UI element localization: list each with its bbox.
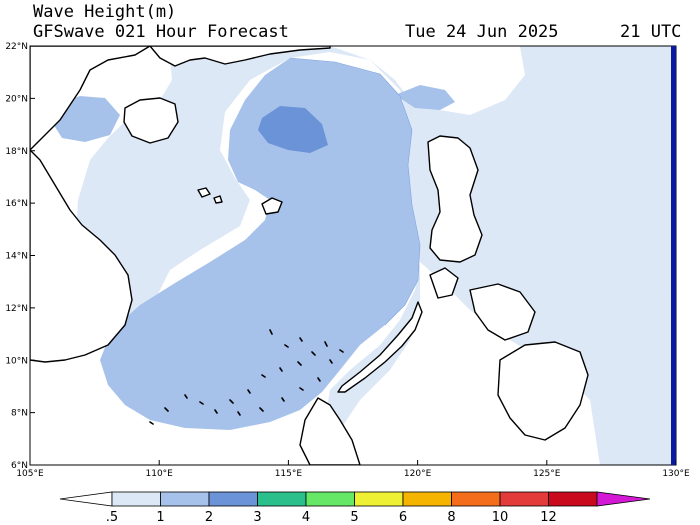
colorbar-label: 1	[156, 510, 164, 525]
colorbar-max-arrow	[596, 491, 651, 507]
lon-tick-label: 110°E	[146, 469, 174, 479]
longitude-axis: 105°E 110°E 115°E 120°E 125°E 130°E	[16, 460, 690, 479]
lat-tick-label: 16°N	[5, 199, 28, 209]
colorbar-label: .5	[106, 510, 118, 525]
lat-tick-label: 8°N	[11, 409, 28, 419]
lon-tick-label: 105°E	[16, 469, 44, 479]
colorbar-segment	[160, 491, 210, 507]
lon-tick-label: 115°E	[275, 469, 303, 479]
wave-band-1-2m-pacific	[520, 46, 676, 300]
forecast-date: Tue 24 Jun 2025	[405, 22, 559, 42]
calm-sea-north	[330, 46, 525, 115]
chart-subtitle: GFSwave 021 Hour Forecast	[33, 22, 289, 42]
colorbar-label: 12	[540, 510, 557, 525]
lat-tick-label: 20°N	[5, 94, 28, 104]
colorbar-label: 10	[492, 510, 509, 525]
lat-tick-label: 12°N	[5, 304, 28, 314]
colorbar-segment	[402, 491, 452, 507]
lat-tick-label: 10°N	[5, 356, 28, 366]
right-edge-bar	[671, 46, 676, 465]
colorbar-segment	[111, 491, 161, 507]
land-palawan	[337, 301, 423, 393]
chart-title: Wave Height(m)	[33, 2, 177, 22]
wave-contours	[289, 57, 421, 326]
land-mindoro	[429, 267, 459, 299]
colorbar: .5 1 2 3 4 5 6 8 10 12	[59, 491, 651, 525]
latitude-axis: 6°N 8°N 10°N 12°N 14°N 16°N 18°N 20°N 22°N	[5, 42, 35, 471]
colorbar-segment	[451, 491, 501, 507]
colorbar-segment	[305, 491, 355, 507]
land-mindanao	[497, 341, 589, 441]
colorbar-segment	[499, 491, 549, 507]
colorbar-label: 4	[302, 510, 310, 525]
colorbar-segment	[257, 491, 307, 507]
lon-tick-label: 125°E	[533, 469, 561, 479]
land-borneo	[299, 397, 361, 465]
land-luzon	[427, 135, 483, 263]
colorbar-label: 6	[399, 510, 407, 525]
colorbar-label: 5	[350, 510, 358, 525]
land-reef-1	[261, 197, 283, 215]
lon-tick-label: 120°E	[404, 469, 432, 479]
colorbar-label: 2	[205, 510, 213, 525]
wave-band-1-2m	[100, 58, 420, 430]
lat-tick-label: 22°N	[5, 42, 28, 52]
land-indochina	[30, 46, 151, 363]
lat-tick-label: 6°N	[11, 461, 28, 471]
colorbar-segment	[354, 491, 404, 507]
colorbar-min-arrow	[59, 491, 113, 507]
land-paracel	[197, 187, 223, 204]
forecast-time: 21 UTC	[620, 22, 682, 42]
lat-tick-label: 18°N	[5, 147, 28, 157]
land-south-china	[149, 46, 331, 67]
colorbar-label: 3	[253, 510, 261, 525]
land-hainan	[123, 97, 179, 144]
wave-band-1-2m-luzon-strait	[395, 85, 455, 110]
colorbar-label: 8	[447, 510, 455, 525]
lon-tick-label: 130°E	[662, 469, 690, 479]
colorbar-segment	[548, 491, 598, 507]
lat-tick-label: 14°N	[5, 252, 28, 262]
land-visayas	[469, 283, 536, 341]
map-plot-area	[30, 46, 676, 465]
spratly-reefs	[149, 329, 344, 425]
coastline	[30, 46, 589, 465]
wave-band-2-3m	[258, 106, 328, 153]
colorbar-segment	[208, 491, 258, 507]
